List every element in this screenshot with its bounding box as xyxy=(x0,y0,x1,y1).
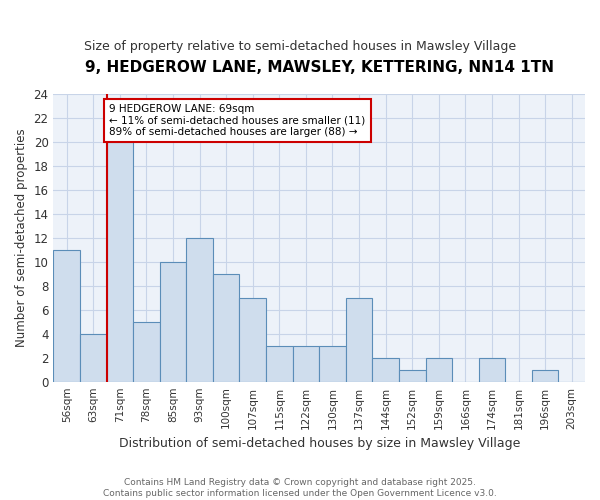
Bar xyxy=(425,358,452,382)
Bar xyxy=(266,346,293,382)
Title: 9, HEDGEROW LANE, MAWSLEY, KETTERING, NN14 1TN: 9, HEDGEROW LANE, MAWSLEY, KETTERING, NN… xyxy=(85,60,554,75)
Bar xyxy=(532,370,559,382)
Text: Size of property relative to semi-detached houses in Mawsley Village: Size of property relative to semi-detach… xyxy=(84,40,516,53)
Bar xyxy=(160,262,187,382)
Bar xyxy=(293,346,319,382)
Y-axis label: Number of semi-detached properties: Number of semi-detached properties xyxy=(15,128,28,348)
Bar xyxy=(239,298,266,382)
Bar xyxy=(80,334,107,382)
Bar xyxy=(479,358,505,382)
Bar xyxy=(107,142,133,382)
Bar xyxy=(346,298,373,382)
Text: 9 HEDGEROW LANE: 69sqm
← 11% of semi-detached houses are smaller (11)
89% of sem: 9 HEDGEROW LANE: 69sqm ← 11% of semi-det… xyxy=(109,104,365,137)
Bar xyxy=(53,250,80,382)
X-axis label: Distribution of semi-detached houses by size in Mawsley Village: Distribution of semi-detached houses by … xyxy=(119,437,520,450)
Bar xyxy=(133,322,160,382)
Bar xyxy=(319,346,346,382)
Bar xyxy=(187,238,213,382)
Bar xyxy=(373,358,399,382)
Bar xyxy=(399,370,425,382)
Text: Contains HM Land Registry data © Crown copyright and database right 2025.
Contai: Contains HM Land Registry data © Crown c… xyxy=(103,478,497,498)
Bar xyxy=(213,274,239,382)
